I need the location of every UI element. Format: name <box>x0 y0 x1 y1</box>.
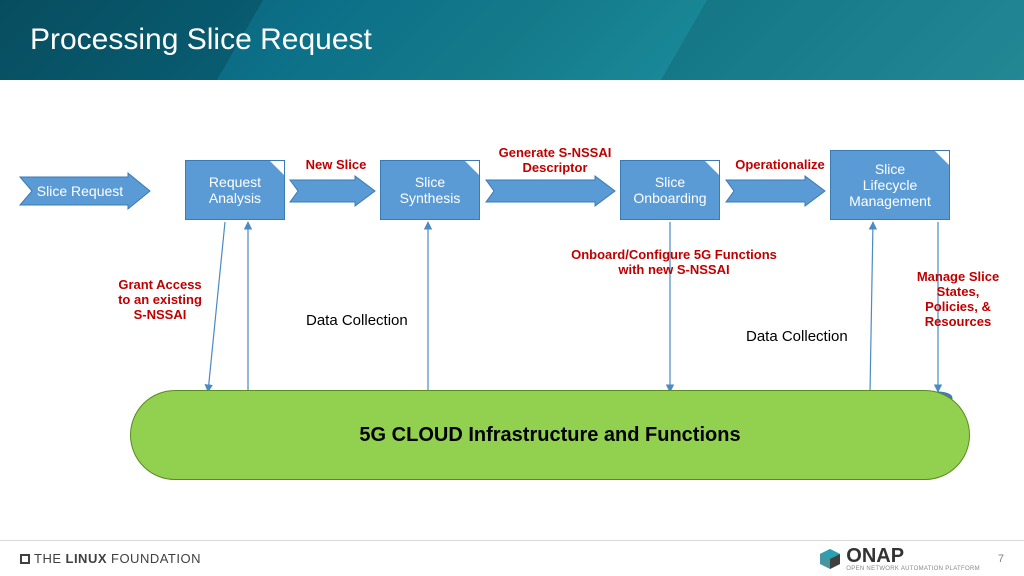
onap-icon <box>818 547 842 571</box>
footer-right: ONAP OPEN NETWORK AUTOMATION PLATFORM 7 <box>818 546 1004 572</box>
label-onboard-configure: Onboard/Configure 5G Functions with new … <box>554 248 794 278</box>
box-request-analysis: Request Analysis <box>185 160 285 220</box>
box-slice-synthesis: Slice Synthesis <box>380 160 480 220</box>
label-generate-descriptor: Generate S-NSSAI Descriptor <box>490 146 620 176</box>
slide-title: Processing Slice Request <box>30 23 372 57</box>
box-slice-lifecycle: Slice Lifecycle Management <box>830 150 950 220</box>
box-label: Slice Synthesis <box>400 174 461 206</box>
cloud-label: 5G CLOUD Infrastructure and Functions <box>359 424 740 447</box>
label-operationalize: Operationalize <box>730 158 830 173</box>
cloud-bar: 5G CLOUD Infrastructure and Functions <box>130 390 970 480</box>
box-label: Slice Lifecycle Management <box>849 161 931 209</box>
start-arrow-text: Slice Request <box>37 183 123 199</box>
diagram-area: Slice Request Request Analysis Slice Syn… <box>0 80 1024 536</box>
page-number: 7 <box>998 553 1004 565</box>
onap-logo: ONAP OPEN NETWORK AUTOMATION PLATFORM <box>818 546 980 572</box>
label-manage-slice: Manage Slice States, Policies, & Resourc… <box>908 270 1008 330</box>
slide-header: Processing Slice Request <box>0 0 1024 80</box>
label-new-slice: New Slice <box>296 158 376 173</box>
label-data-collection-1: Data Collection <box>306 312 408 329</box>
box-slice-onboarding: Slice Onboarding <box>620 160 720 220</box>
label-data-collection-2: Data Collection <box>746 328 848 345</box>
box-label: Slice Onboarding <box>633 174 706 206</box>
box-label: Request Analysis <box>209 174 261 206</box>
slide-footer: THELINUXFOUNDATION ONAP OPEN NETWORK AUT… <box>0 540 1024 576</box>
start-arrow-label: Slice Request <box>20 177 150 205</box>
lf-square-icon <box>20 554 30 564</box>
label-grant-access: Grant Access to an existing S-NSSAI <box>110 278 210 323</box>
linux-foundation-logo: THELINUXFOUNDATION <box>20 551 201 566</box>
